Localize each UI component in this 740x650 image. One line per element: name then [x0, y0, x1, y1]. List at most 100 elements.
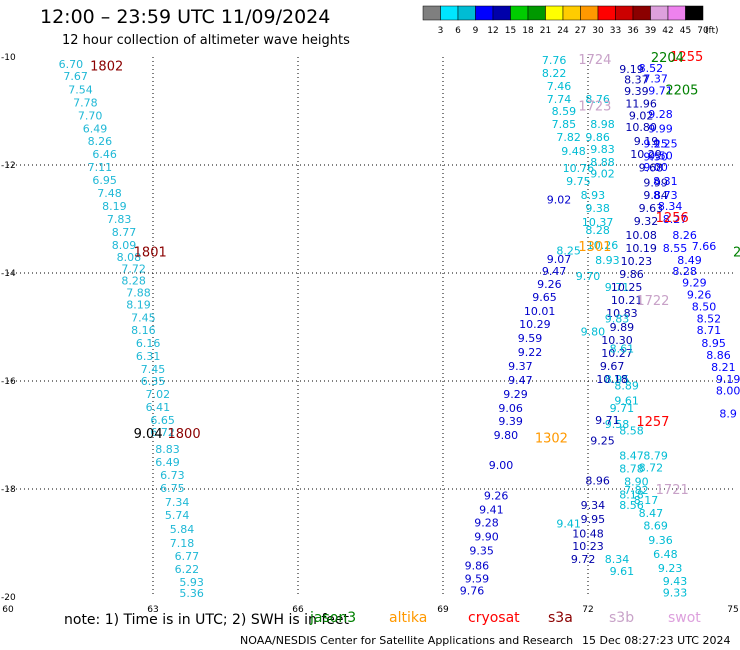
pass-label: 1257: [636, 415, 669, 430]
wave-height-point: 5.93: [179, 576, 204, 589]
wave-height-point: 7.54: [68, 83, 93, 96]
wave-height-point: 7.82: [624, 484, 649, 497]
wave-height-point: 9.29: [503, 388, 528, 401]
y-tick-label: -20: [1, 593, 16, 603]
y-tick-label: -16: [1, 377, 16, 387]
wave-height-point: 9.38: [585, 202, 610, 215]
wave-height-point: 9.19: [619, 63, 644, 76]
colorbar-tick-label: 39: [645, 26, 657, 35]
colorbar-tick-label: 9: [473, 26, 479, 35]
wave-height-point: 10.23: [621, 255, 653, 268]
pass-label: 2206: [733, 245, 740, 260]
wave-height-point: 10.19: [625, 242, 657, 255]
wave-height-point: 9.02: [629, 109, 654, 122]
wave-height-point: 6.75: [160, 482, 185, 495]
wave-height-point: 8.27: [663, 213, 688, 226]
wave-height-point: 9.89: [610, 321, 635, 334]
wave-height-point: 10.27: [601, 347, 633, 360]
wave-height-point: 6.72: [150, 426, 175, 439]
wave-height-point: 8.58: [619, 425, 644, 438]
wave-height-point: 8.34: [658, 200, 683, 213]
wave-height-point: 6.49: [83, 122, 108, 135]
wave-height-point: 7.76: [542, 54, 567, 67]
colorbar-legend: 3 6 9 12 15 18 21 24 27 30 33 36 39 42 45 70(ft): [422, 5, 719, 35]
wave-height-point: 9.80: [581, 325, 606, 338]
wave-height-point: 11.96: [625, 97, 657, 110]
wave-height-point: 9.83: [605, 312, 630, 325]
wave-height-point: 8.17: [634, 494, 659, 507]
colorbar-swatch: [685, 5, 704, 21]
colorbar-tick-label: 42: [662, 26, 673, 35]
wave-height-point: 9.90: [474, 531, 499, 544]
wave-height-point: 8.95: [605, 373, 630, 386]
pass-label: 1721: [656, 483, 689, 498]
wave-height-point: 8.47: [619, 450, 644, 463]
wave-height-point: 8.28: [121, 275, 146, 288]
wave-height-point: 9.25: [643, 137, 668, 150]
wave-height-point: 9.02: [590, 168, 615, 181]
pass-label: 1801: [134, 245, 167, 260]
wave-height-point: 9.28: [474, 516, 499, 529]
wave-height-point: 9.99: [648, 122, 673, 135]
wave-height-point: 8.61: [610, 343, 635, 356]
wave-height-point: 6.31: [136, 350, 161, 363]
wave-height-point: 8.47: [639, 507, 664, 520]
y-tick-label: -12: [1, 161, 16, 171]
credit-line: NOAA/NESDIS Center for Satellite Applica…: [240, 634, 574, 647]
wave-height-point: 8.69: [643, 520, 668, 533]
wave-height-point: 8.50: [692, 300, 717, 313]
wave-height-point: 9.86: [585, 131, 610, 144]
satellite-s3a: s3a: [548, 610, 573, 626]
wave-height-point: 8.78: [619, 462, 644, 475]
wave-height-point: 8.00: [716, 385, 740, 398]
wave-height-point: 9.26: [537, 278, 562, 291]
wave-height-point: 8.89: [614, 379, 639, 392]
wave-height-point: 6.16: [136, 337, 161, 350]
wave-height-point: 9.19: [634, 135, 659, 148]
wave-height-point: 10.29: [519, 318, 551, 331]
wave-height-point: 8.21: [711, 361, 736, 374]
wave-height-point: 8.49: [677, 254, 702, 267]
wave-height-point: 9.36: [648, 534, 673, 547]
wave-height-point: 9.48: [561, 145, 586, 158]
wave-height-point: 8.28: [585, 224, 610, 237]
chart-title: 12:00 – 23:59 UTC 11/09/2024: [40, 6, 331, 28]
wave-height-point: 8.19: [102, 200, 127, 213]
colorbar-tick-label: 45: [680, 26, 691, 35]
y-tick-label: -10: [1, 53, 16, 63]
x-tick-label: 60: [2, 605, 14, 615]
wave-height-point: 8.96: [585, 474, 610, 487]
satellite-jason3: jason3: [310, 610, 357, 626]
wave-height-point: 9.71: [605, 281, 630, 294]
wave-height-point: 8.37: [624, 74, 649, 87]
wave-height-point: 10.83: [606, 307, 638, 320]
wave-height-point: 8.52: [697, 312, 722, 325]
x-tick-label: 72: [582, 605, 593, 615]
satellite-swot: swot: [668, 610, 701, 626]
x-tick-label: 69: [437, 605, 449, 615]
wave-height-point: 7.11: [88, 161, 113, 174]
chart-subtitle: 12 hour collection of altimeter wave hei…: [62, 33, 350, 48]
wave-height-point: 6.22: [175, 563, 200, 576]
wave-height-point: 7.70: [78, 109, 103, 122]
wave-height-point: 8.09: [112, 239, 137, 252]
wave-height-point: 7.83: [107, 213, 132, 226]
wave-height-point: 10.23: [572, 540, 604, 553]
wave-height-point: 8.59: [552, 105, 577, 118]
wave-height-point: 8.73: [653, 189, 678, 202]
wave-height-point: 10.08: [625, 229, 657, 242]
wave-height-point: 8.93: [581, 189, 606, 202]
wave-height-point: 7.74: [547, 93, 572, 106]
wave-height-point: 7.82: [556, 131, 581, 144]
wave-height-point: 9.19: [716, 373, 740, 386]
wave-height-point: 9.76: [460, 585, 485, 598]
wave-height-point: 9.28: [648, 108, 673, 121]
wave-height-point: 9.02: [547, 194, 572, 207]
wave-height-point: 8.25: [556, 244, 581, 257]
wave-height-point: 6.35: [141, 375, 166, 388]
wave-height-point: 9.50: [648, 149, 673, 162]
wave-height-point: 9.00: [643, 161, 668, 174]
generated-timestamp: 15 Dec 08:27:23 UTC 2024: [582, 634, 731, 647]
wave-height-point: 7.02: [146, 388, 171, 401]
wave-height-point: 7.46: [547, 80, 572, 93]
